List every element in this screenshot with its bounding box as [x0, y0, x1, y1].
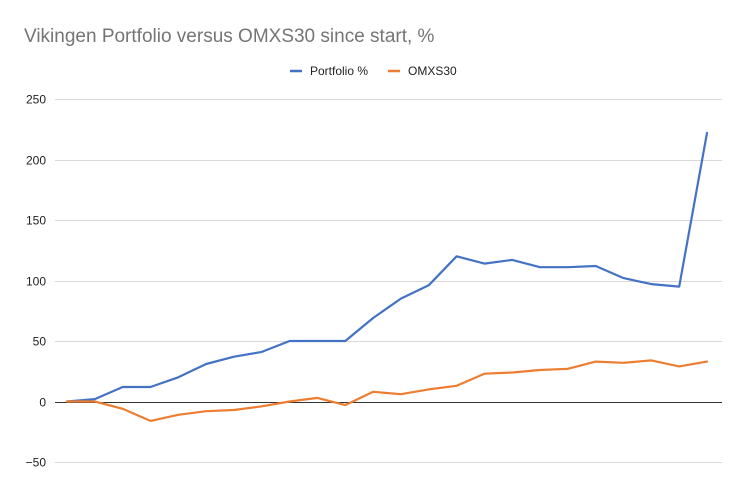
- data-point: [566, 265, 570, 269]
- data-point: [399, 392, 403, 396]
- data-point: [705, 360, 709, 364]
- data-point: [538, 368, 542, 372]
- grid: [55, 99, 722, 463]
- y-tick-label: 250: [26, 93, 46, 107]
- data-point: [315, 396, 319, 400]
- y-tick-label: 200: [26, 154, 46, 168]
- data-point: [149, 385, 153, 389]
- data-point: [149, 419, 153, 423]
- data-point: [677, 285, 681, 289]
- data-point: [482, 262, 486, 266]
- data-point: [93, 400, 97, 404]
- data-point: [399, 297, 403, 301]
- y-tick-label: 0: [39, 396, 46, 410]
- data-point: [594, 360, 598, 364]
- data-point: [121, 385, 125, 389]
- data-point: [427, 387, 431, 391]
- data-point: [176, 375, 180, 379]
- data-point: [371, 390, 375, 394]
- legend: Portfolio % OMXS30: [290, 64, 457, 78]
- data-point: [288, 400, 292, 404]
- data-point: [649, 282, 653, 286]
- data-point: [371, 316, 375, 320]
- data-point: [204, 362, 208, 366]
- chart-title: Vikingen Portfolio versus OMXS30 since s…: [24, 26, 435, 47]
- data-point: [566, 367, 570, 371]
- data-point: [315, 339, 319, 343]
- data-point: [510, 371, 514, 375]
- series-line: [65, 131, 709, 403]
- data-point: [260, 404, 264, 408]
- y-axis: 250 200 150 100 50 0 −50: [26, 93, 47, 470]
- data-point: [622, 276, 626, 280]
- data-point: [232, 408, 236, 412]
- data-point: [204, 409, 208, 413]
- data-point: [455, 384, 459, 388]
- y-tick-label: 150: [26, 214, 46, 228]
- legend-label: OMXS30: [408, 64, 457, 78]
- data-point: [343, 403, 347, 407]
- data-point: [482, 372, 486, 376]
- data-point: [677, 364, 681, 368]
- data-point: [343, 339, 347, 343]
- data-point: [65, 400, 69, 404]
- data-point: [232, 355, 236, 359]
- data-point: [176, 413, 180, 417]
- legend-label: Portfolio %: [310, 64, 368, 78]
- data-point: [705, 131, 709, 135]
- data-point: [649, 358, 653, 362]
- data-point: [622, 361, 626, 365]
- y-tick-label: 100: [26, 275, 46, 289]
- data-point: [121, 407, 125, 411]
- data-point: [594, 264, 598, 268]
- data-point: [455, 254, 459, 258]
- data-point: [538, 265, 542, 269]
- data-point: [510, 258, 514, 262]
- series-line: [65, 359, 709, 422]
- y-tick-label: 50: [33, 335, 47, 349]
- data-point: [260, 350, 264, 354]
- series-layer: [65, 131, 709, 423]
- y-tick-label: −50: [26, 456, 47, 470]
- data-point: [427, 283, 431, 287]
- data-point: [288, 339, 292, 343]
